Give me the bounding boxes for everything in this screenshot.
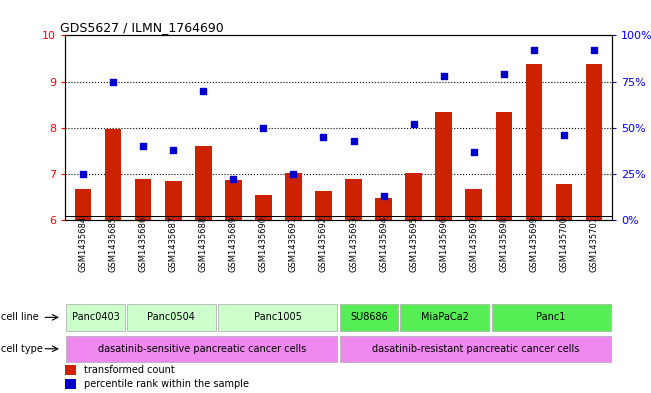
Point [469,149,479,155]
Point [318,134,329,140]
Bar [255,195,271,220]
Bar [465,189,482,220]
Point [408,121,419,127]
Text: dasatinib-sensitive pancreatic cancer cells: dasatinib-sensitive pancreatic cancer ce… [98,344,306,354]
Text: GSM1435691: GSM1435691 [289,216,298,272]
Bar [400,304,489,331]
Bar [315,191,332,220]
Bar [340,304,398,331]
Point [499,71,509,77]
Text: GSM1435685: GSM1435685 [109,216,118,272]
Point [78,171,89,177]
Text: cell type: cell type [1,344,42,354]
Text: Panc1: Panc1 [536,312,566,322]
Point [258,125,269,131]
Text: GSM1435694: GSM1435694 [379,216,388,272]
Bar [165,181,182,220]
Point [559,132,569,138]
Bar [555,184,572,220]
Bar [218,304,337,331]
Bar [525,64,542,220]
Text: GSM1435686: GSM1435686 [139,216,148,272]
Point [348,138,359,144]
Bar [495,112,512,220]
Bar [406,173,422,220]
Bar [586,64,602,220]
Bar [127,304,215,331]
Bar [66,336,337,362]
Bar [225,180,242,220]
Text: GSM1435700: GSM1435700 [559,216,568,272]
Bar [195,146,212,220]
Text: GSM1435692: GSM1435692 [319,216,328,272]
Text: GSM1435699: GSM1435699 [529,216,538,272]
Text: GSM1435689: GSM1435689 [229,216,238,272]
Bar [75,189,91,220]
Text: GSM1435701: GSM1435701 [589,216,598,272]
Text: GSM1435697: GSM1435697 [469,216,478,272]
Text: SU8686: SU8686 [350,312,388,322]
Bar [345,180,362,220]
Text: GSM1435693: GSM1435693 [349,216,358,272]
Text: GSM1435684: GSM1435684 [79,216,88,272]
Point [138,143,148,149]
Point [168,147,178,153]
Bar [492,304,611,331]
Bar [285,173,301,220]
Bar [376,198,392,220]
Text: GSM1435688: GSM1435688 [199,216,208,272]
Text: GSM1435696: GSM1435696 [439,216,448,272]
Text: GDS5627 / ILMN_1764690: GDS5627 / ILMN_1764690 [60,21,223,34]
Text: GSM1435690: GSM1435690 [259,216,268,272]
Bar [436,112,452,220]
Bar [65,365,76,375]
Text: dasatinib-resistant pancreatic cancer cells: dasatinib-resistant pancreatic cancer ce… [372,344,579,354]
Bar [340,336,611,362]
Text: cell line: cell line [1,312,38,322]
Bar [135,180,152,220]
Text: GSM1435698: GSM1435698 [499,216,508,272]
Point [589,47,599,53]
Text: percentile rank within the sample: percentile rank within the sample [84,379,249,389]
Point [198,88,208,94]
Text: Panc0504: Panc0504 [148,312,195,322]
Text: MiaPaCa2: MiaPaCa2 [421,312,469,322]
Point [228,176,238,183]
Point [378,193,389,199]
Text: Panc0403: Panc0403 [72,312,119,322]
Point [288,171,299,177]
Text: transformed count: transformed count [84,365,175,375]
Text: GSM1435687: GSM1435687 [169,216,178,272]
Point [439,73,449,79]
Bar [66,304,124,331]
Bar [65,379,76,389]
Point [108,79,118,85]
Bar [105,129,122,220]
Point [529,47,539,53]
Text: Panc1005: Panc1005 [254,312,301,322]
Text: GSM1435695: GSM1435695 [409,216,418,272]
